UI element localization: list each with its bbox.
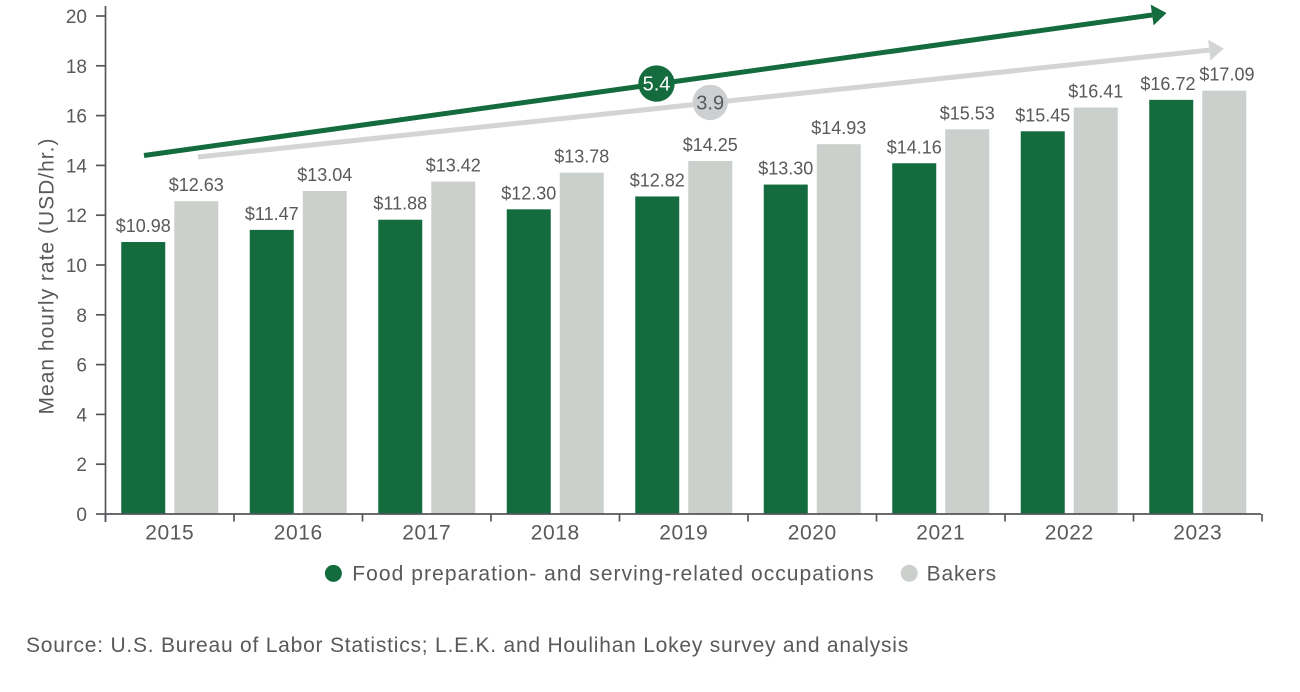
- svg-text:$11.88: $11.88: [373, 194, 427, 214]
- svg-text:3.9: 3.9: [696, 92, 724, 114]
- svg-text:10: 10: [66, 256, 87, 277]
- svg-text:2018: 2018: [531, 522, 580, 545]
- svg-text:14: 14: [66, 156, 88, 177]
- svg-text:8: 8: [76, 306, 87, 327]
- svg-text:2019: 2019: [659, 522, 708, 545]
- svg-text:$13.78: $13.78: [554, 147, 609, 167]
- svg-text:2017: 2017: [402, 522, 451, 545]
- svg-text:$16.41: $16.41: [1068, 82, 1123, 102]
- svg-text:2015: 2015: [145, 522, 194, 545]
- svg-text:$13.04: $13.04: [297, 165, 352, 185]
- svg-text:18: 18: [66, 57, 87, 78]
- svg-text:Mean hourly rate (USD/hr.): Mean hourly rate (USD/hr.): [36, 138, 59, 415]
- svg-text:2020: 2020: [788, 522, 837, 545]
- svg-text:Food preparation- and serving-: Food preparation- and serving-related oc…: [352, 562, 874, 585]
- svg-text:$11.47: $11.47: [245, 204, 299, 224]
- svg-text:$13.42: $13.42: [426, 156, 481, 176]
- svg-text:2022: 2022: [1045, 522, 1094, 545]
- svg-text:12: 12: [66, 206, 87, 227]
- svg-text:Bakers: Bakers: [927, 562, 997, 585]
- svg-text:$10.98: $10.98: [116, 216, 171, 236]
- svg-text:$12.30: $12.30: [501, 183, 556, 203]
- svg-text:$12.82: $12.82: [630, 170, 685, 190]
- svg-text:$16.72: $16.72: [1140, 74, 1195, 94]
- svg-text:$15.53: $15.53: [940, 103, 995, 123]
- svg-text:4: 4: [76, 405, 87, 426]
- svg-text:Source: U.S. Bureau of Labor S: Source: U.S. Bureau of Labor Statistics;…: [26, 634, 909, 657]
- svg-text:6: 6: [76, 356, 87, 377]
- svg-text:2021: 2021: [916, 522, 965, 545]
- svg-text:0: 0: [76, 505, 87, 526]
- svg-text:5.4: 5.4: [643, 74, 671, 96]
- svg-text:$12.63: $12.63: [169, 175, 224, 195]
- svg-text:$15.45: $15.45: [1015, 105, 1070, 125]
- svg-text:$14.25: $14.25: [683, 135, 738, 155]
- svg-text:$13.30: $13.30: [758, 159, 813, 179]
- svg-text:$14.93: $14.93: [811, 118, 866, 138]
- svg-text:16: 16: [66, 107, 87, 128]
- svg-text:20: 20: [66, 7, 87, 28]
- svg-text:$17.09: $17.09: [1199, 65, 1254, 85]
- svg-text:2023: 2023: [1173, 522, 1222, 545]
- svg-text:2: 2: [76, 455, 87, 476]
- svg-text:$14.16: $14.16: [887, 137, 942, 157]
- svg-text:2016: 2016: [274, 522, 323, 545]
